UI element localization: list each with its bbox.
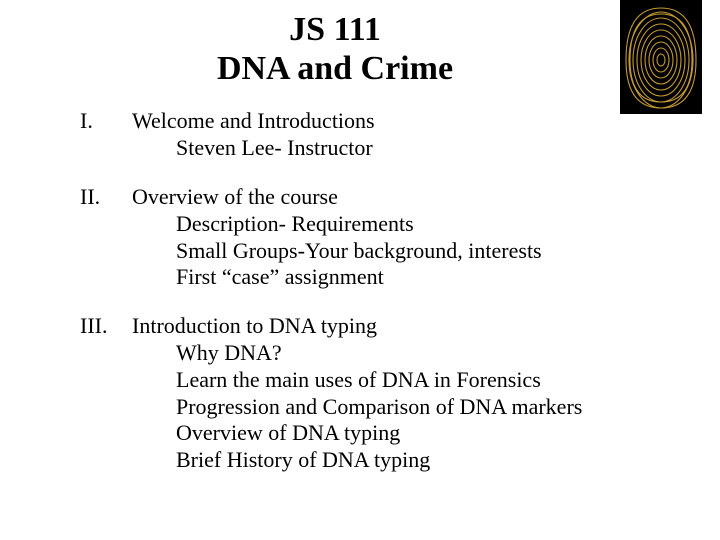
fingerprint-image (620, 0, 702, 114)
content-area: I. Welcome and Introductions Steven Lee-… (0, 108, 720, 474)
outline-item: I. Welcome and Introductions Steven Lee-… (80, 108, 680, 162)
item-head: Welcome and Introductions (132, 108, 680, 135)
item-head: Introduction to DNA typing (132, 313, 680, 340)
item-body: Introduction to DNA typing Why DNA? Lear… (132, 313, 680, 474)
fingerprint-icon (620, 0, 702, 114)
roman-numeral: II. (80, 184, 132, 291)
item-sub: Learn the main uses of DNA in Forensics (132, 367, 680, 394)
item-body: Welcome and Introductions Steven Lee- In… (132, 108, 680, 162)
item-sub: Description- Requirements (132, 211, 680, 238)
outline-item: III. Introduction to DNA typing Why DNA?… (80, 313, 680, 474)
item-sub: Brief History of DNA typing (132, 447, 680, 474)
item-sub: Overview of DNA typing (132, 420, 680, 447)
roman-numeral: III. (80, 313, 132, 474)
item-sub: First “case” assignment (132, 264, 680, 291)
item-sub: Why DNA? (132, 340, 680, 367)
outline-item: II. Overview of the course Description- … (80, 184, 680, 291)
item-sub: Steven Lee- Instructor (132, 135, 680, 162)
slide-title: JS 111 DNA and Crime (0, 0, 720, 88)
slide: JS 111 DNA and Crime I. Welcome and Intr… (0, 0, 720, 540)
title-line-1: JS 111 (0, 10, 720, 49)
item-sub: Small Groups-Your background, interests (132, 238, 680, 265)
item-body: Overview of the course Description- Requ… (132, 184, 680, 291)
item-head: Overview of the course (132, 184, 680, 211)
item-sub: Progression and Comparison of DNA marker… (132, 394, 680, 421)
roman-numeral: I. (80, 108, 132, 162)
title-line-2: DNA and Crime (0, 49, 720, 88)
